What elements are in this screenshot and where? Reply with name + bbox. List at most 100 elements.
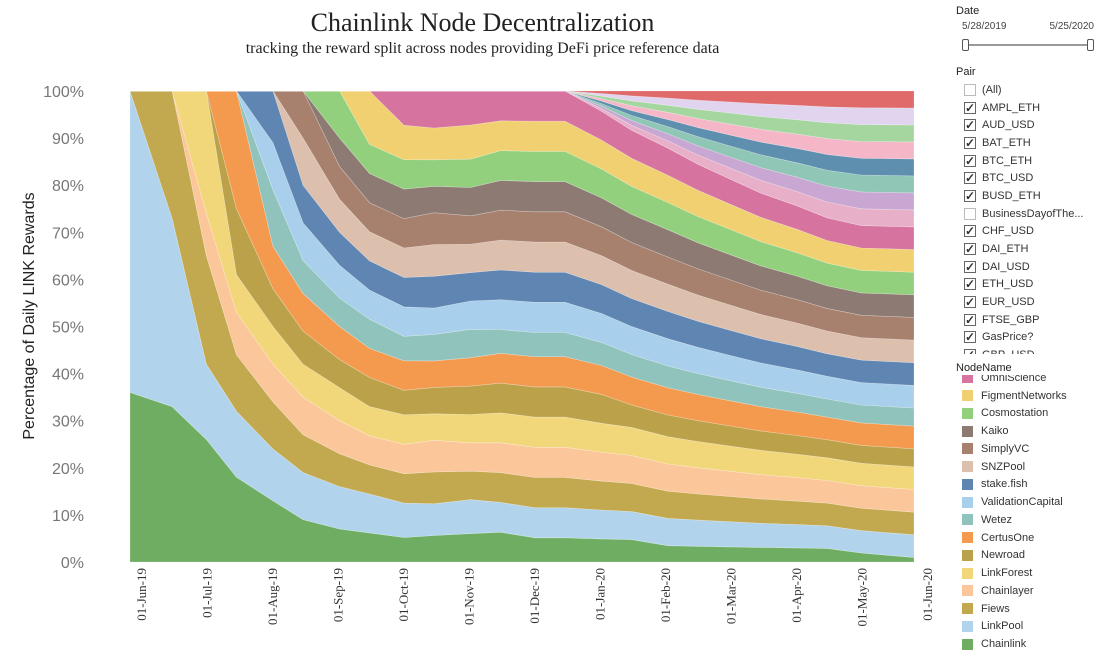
legend-item[interactable]: LinkPool [956,618,1100,636]
area-series-certusone [130,90,915,450]
checkbox-checked-icon[interactable] [964,276,976,292]
pair-item[interactable]: GBP_USD [956,346,1100,354]
pair-item[interactable]: EUR_USD [956,293,1100,311]
area-series-other-3 [130,90,915,177]
legend-item[interactable]: ValidationCapital [956,493,1100,511]
legend-swatch [962,532,973,544]
chart-title: Chainlink Node Decentralization [310,8,655,37]
pair-item[interactable]: CHF_USD [956,223,1100,241]
y-tick-label: 10% [52,508,84,525]
date-end: 5/25/2020 [1049,21,1095,32]
legend-item-label: Wetez [981,513,1012,526]
date-filter-title: Date [956,5,980,17]
legend-item[interactable]: Kaiko [956,422,1100,440]
checkbox-checked-icon[interactable] [964,153,976,169]
checkbox-checked-icon[interactable] [964,294,976,310]
legend-item[interactable]: stake.fish [956,476,1100,494]
area-series-figmentnetworks [130,90,915,273]
pair-item-label: GBP_USD [982,349,1035,354]
legend-item[interactable]: SimplyVC [956,440,1100,458]
legend-swatch [962,407,973,419]
legend-item[interactable]: Newroad [956,547,1100,565]
pair-item[interactable]: BAT_ETH [956,134,1100,152]
pair-item-label: BUSD_ETH [982,189,1041,202]
y-tick-label: 100% [43,84,84,101]
area-series-snzpool [130,90,915,364]
pair-item-label: BTC_USD [982,172,1034,185]
node-legend: NodeName OmniScience FigmentNetworks Cosmo… [956,362,1100,653]
legend-swatch [962,585,973,597]
slider-track [966,44,1090,46]
area-series-other-7 [130,90,915,109]
legend-item-label: Cosmostation [981,407,1049,420]
legend-item[interactable]: Chainlayer [956,582,1100,600]
pair-item-label: AUD_USD [982,119,1035,132]
legend-swatch [962,514,973,526]
pair-item-label: ETH_USD [982,278,1034,291]
pair-item[interactable]: FTSE_GBP [956,311,1100,329]
pair-item[interactable]: BUSD_ETH [956,187,1100,205]
date-start: 5/28/2019 [962,21,1007,32]
legend-item-label: CertusOne [981,531,1035,544]
checkbox-checked-icon[interactable] [964,223,976,239]
legend-item[interactable]: Fiews [956,600,1100,618]
legend-item[interactable]: Wetez [956,511,1100,529]
x-tick-label: 01-Oct-19 [396,568,411,621]
pair-item[interactable]: AUD_USD [956,116,1100,134]
checkbox-checked-icon[interactable] [964,188,976,204]
legend-item-label: Fiews [981,602,1010,615]
legend-item[interactable]: SNZPool [956,458,1100,476]
x-tick-label: 01-Jun-20 [920,568,935,621]
checkbox-checked-icon[interactable] [964,170,976,186]
legend-item[interactable]: FigmentNetworks [956,387,1100,405]
legend-item-label: LinkPool [981,620,1024,633]
checkbox-checked-icon[interactable] [964,135,976,151]
slider-handle-start[interactable] [962,39,969,51]
x-tick-label: 01-May-20 [855,568,870,627]
pair-item[interactable]: GasPrice? [956,329,1100,347]
checkbox-unchecked-icon[interactable] [964,207,976,220]
pair-item-label: GasPrice? [982,331,1034,344]
pair-item[interactable]: DAI_ETH [956,240,1100,258]
area-series-other-5 [130,90,915,143]
legend-item[interactable]: Chainlink [956,635,1100,653]
pair-item[interactable]: DAI_USD [956,258,1100,276]
legend-swatch [962,549,973,561]
date-range-slider[interactable] [962,38,1094,52]
x-tick-label: 01-Feb-20 [658,568,673,622]
pair-item-label: DAI_USD [982,260,1030,273]
checkbox-checked-icon[interactable] [964,100,976,116]
checkbox-checked-icon[interactable] [964,347,976,354]
area-series-other-4 [130,90,915,160]
y-tick-label: 90% [52,131,84,148]
legend-swatch [962,496,973,508]
checkbox-unchecked-icon[interactable] [964,83,976,96]
pair-item-label: BusinessDayofThe... [982,207,1084,220]
checkbox-checked-icon[interactable] [964,241,976,257]
legend-item-label: FigmentNetworks [981,389,1067,402]
legend-item[interactable]: LinkForest [956,564,1100,582]
x-tick-label: 01-Nov-19 [462,568,477,625]
pair-item[interactable]: (All) [956,81,1100,99]
area-series-omniscience [130,90,915,250]
pair-item[interactable]: BusinessDayofThe... [956,205,1100,223]
pair-item-label: BAT_ETH [982,136,1031,149]
area-series-other-0 [130,90,915,228]
y-tick-label: 50% [52,320,84,337]
legend-item[interactable]: CertusOne [956,529,1100,547]
pair-item[interactable]: AMPL_ETH [956,99,1100,117]
checkbox-checked-icon[interactable] [964,312,976,328]
pair-item[interactable]: ETH_USD [956,276,1100,294]
checkbox-checked-icon[interactable] [964,259,976,275]
checkbox-checked-icon[interactable] [964,117,976,133]
slider-handle-end[interactable] [1087,39,1094,51]
y-tick-label: 30% [52,414,84,431]
legend-swatch [962,567,973,579]
pair-item[interactable]: BTC_ETH [956,152,1100,170]
legend-item[interactable]: Cosmostation [956,405,1100,423]
legend-swatch [962,603,973,615]
area-series-newroad [130,90,915,468]
legend-swatch [962,620,973,632]
pair-item[interactable]: BTC_USD [956,169,1100,187]
checkbox-checked-icon[interactable] [964,329,976,345]
